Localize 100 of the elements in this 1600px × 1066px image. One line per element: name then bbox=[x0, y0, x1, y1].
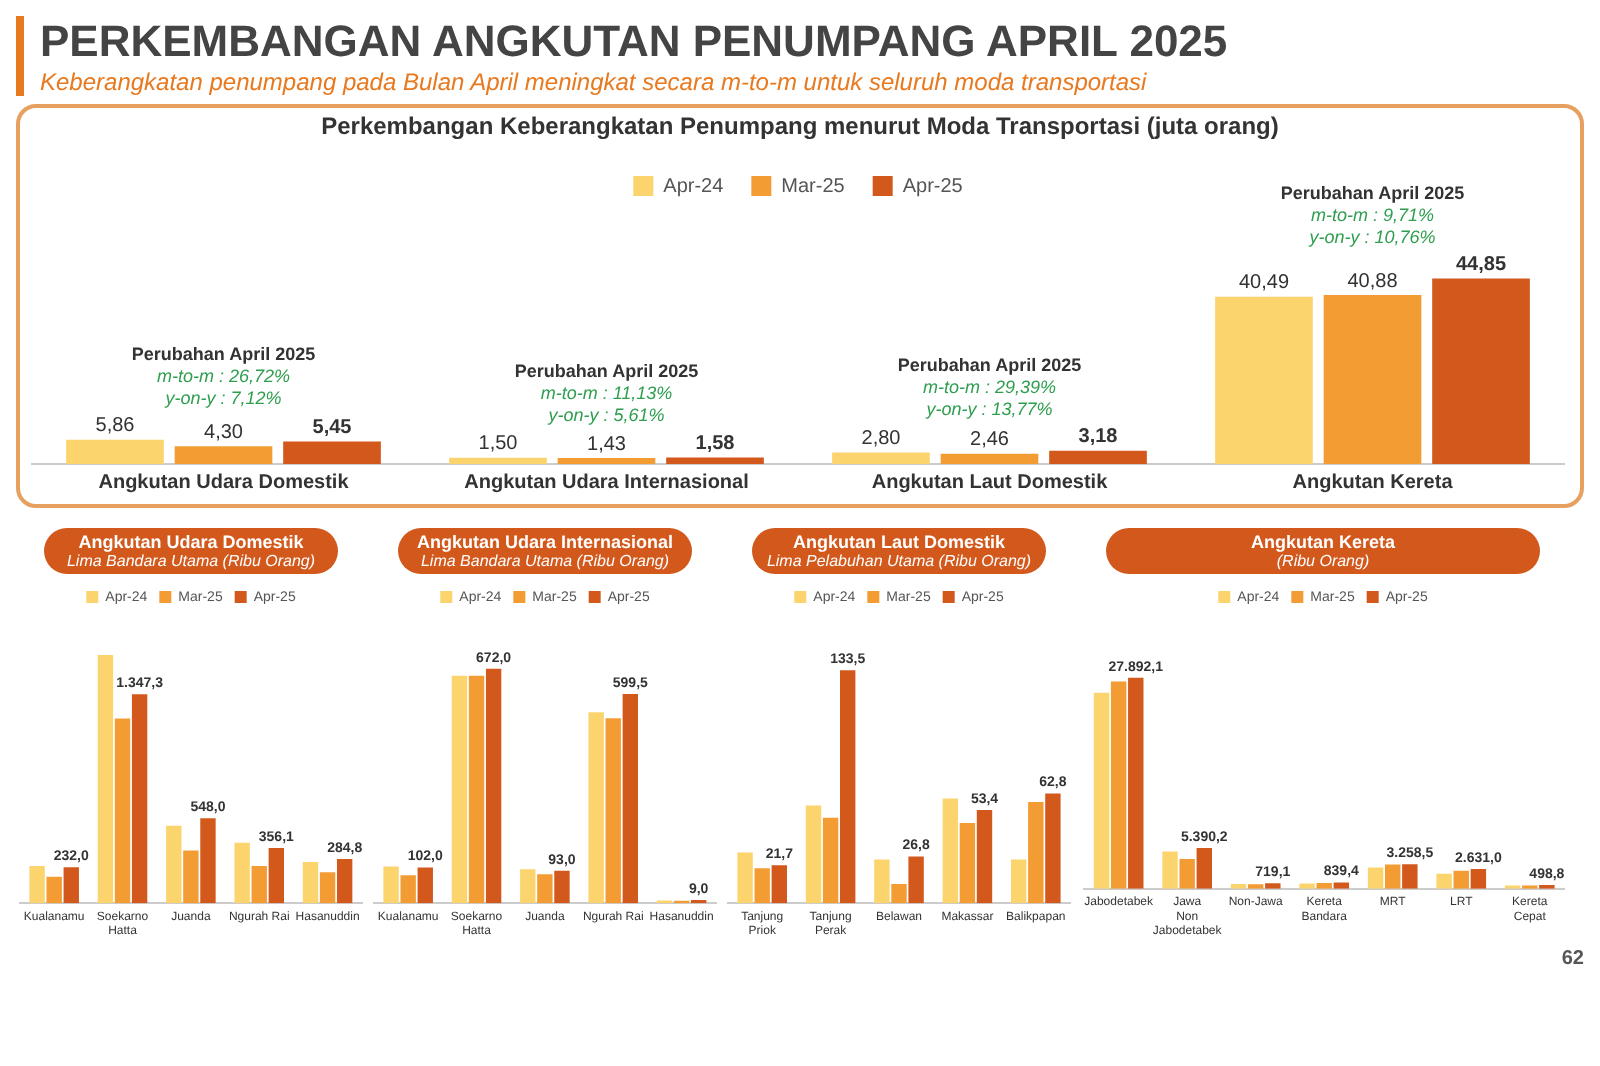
annotation: y-on-y : 7,12% bbox=[163, 387, 282, 408]
bar bbox=[942, 798, 958, 904]
data-label: 1,58 bbox=[695, 432, 736, 455]
bar bbox=[588, 712, 604, 904]
bar bbox=[605, 718, 621, 904]
bar bbox=[251, 865, 267, 904]
data-label: 4,30 bbox=[204, 421, 244, 444]
legend-label: Mar-25 bbox=[781, 175, 846, 198]
bar bbox=[737, 852, 753, 904]
bar bbox=[1367, 867, 1384, 889]
bar bbox=[200, 818, 216, 904]
bar bbox=[63, 867, 79, 904]
bar bbox=[283, 441, 381, 464]
bar bbox=[554, 870, 570, 904]
bar bbox=[874, 859, 890, 904]
bar bbox=[451, 675, 468, 904]
bar bbox=[976, 810, 993, 904]
bar bbox=[1011, 859, 1027, 904]
bar bbox=[1110, 681, 1127, 889]
bar bbox=[1436, 873, 1452, 889]
bar bbox=[805, 805, 822, 904]
data-label: 40,49 bbox=[1238, 272, 1290, 295]
bar bbox=[114, 718, 131, 904]
bar bbox=[468, 675, 485, 904]
bar bbox=[1470, 868, 1487, 889]
bar bbox=[537, 874, 553, 904]
bar bbox=[46, 876, 62, 904]
bar bbox=[1265, 883, 1281, 889]
bar bbox=[1432, 278, 1530, 464]
bar bbox=[1453, 870, 1469, 889]
bar bbox=[183, 850, 199, 904]
data-label: 2,46 bbox=[970, 429, 1010, 452]
bar bbox=[940, 453, 1039, 464]
bar bbox=[66, 439, 164, 464]
chart-subtitle: Lima Pelabuhan Utama (Ribu Orang) bbox=[764, 552, 1034, 570]
bar bbox=[336, 859, 353, 904]
chart-title: Angkutan Udara Internasional bbox=[414, 532, 676, 552]
annotation: m-to-m : 29,39% bbox=[922, 376, 1057, 397]
bar bbox=[166, 825, 182, 904]
chart-subtitle: Lima Bandara Utama (Ribu Orang) bbox=[64, 552, 318, 570]
chart-title: Angkutan Laut Domestik bbox=[790, 532, 1007, 552]
bar bbox=[959, 822, 976, 904]
x-tick-label: Angkutan Udara Internasional bbox=[464, 471, 750, 494]
bar bbox=[97, 655, 114, 904]
x-tick-label: Angkutan Laut Domestik bbox=[871, 471, 1109, 494]
chart-title: PERKEMBANGAN ANGKUTAN PENUMPANG APRIL 2025 bbox=[40, 16, 1230, 68]
chart-title: Angkutan Kereta bbox=[1248, 532, 1397, 552]
bar bbox=[1028, 801, 1044, 904]
annotation: Perubahan April 2025 bbox=[514, 361, 699, 382]
bar bbox=[1385, 864, 1401, 889]
bar bbox=[557, 458, 656, 464]
bar bbox=[268, 847, 284, 904]
data-label: 40,88 bbox=[1347, 270, 1399, 293]
bar bbox=[1333, 882, 1350, 889]
chart-subtitle: Lima Bandara Utama (Ribu Orang) bbox=[418, 552, 672, 570]
text: 62 bbox=[1561, 948, 1584, 970]
bar bbox=[29, 865, 45, 904]
bar bbox=[1128, 677, 1144, 889]
chart-title: Angkutan Udara Domestik bbox=[76, 532, 306, 552]
data-label: 2,80 bbox=[861, 427, 902, 450]
text: Perubahan April 2025 bbox=[1280, 182, 1465, 203]
bar bbox=[1093, 692, 1110, 889]
bar bbox=[1049, 450, 1147, 464]
bar bbox=[771, 865, 787, 904]
bar bbox=[1402, 864, 1418, 889]
bar bbox=[400, 875, 416, 904]
chart-subtitle: Keberangkatan penumpang pada Bulan April meningkat secara m-to-m untuk seluruh moda transportasi bbox=[40, 68, 1149, 96]
bar bbox=[1323, 295, 1422, 464]
bar bbox=[1162, 851, 1178, 889]
bar bbox=[417, 867, 433, 904]
bar bbox=[485, 668, 502, 904]
legend-label: Apr-25 bbox=[902, 175, 964, 198]
bar bbox=[840, 670, 856, 904]
bar bbox=[622, 693, 638, 904]
text: m-to-m : 9,71% bbox=[1310, 204, 1435, 225]
data-label: 3,18 bbox=[1078, 426, 1119, 449]
bar bbox=[1045, 793, 1061, 904]
bar bbox=[908, 856, 924, 904]
x-tick-label: Angkutan Udara Domestik bbox=[98, 471, 350, 494]
annotation: Perubahan April 2025 bbox=[131, 343, 316, 364]
bar bbox=[1215, 296, 1313, 464]
bar bbox=[520, 869, 536, 904]
bar bbox=[131, 694, 148, 904]
data-label: 5,86 bbox=[95, 415, 136, 438]
text: Perkembangan Keberangkatan Penumpang menurut Moda Transportasi (juta orang) bbox=[319, 112, 1281, 140]
bar bbox=[1196, 848, 1212, 889]
bar bbox=[234, 842, 250, 904]
bar bbox=[666, 457, 764, 464]
annotation: y-on-y : 5,61% bbox=[546, 405, 665, 426]
data-label: 44,85 bbox=[1455, 254, 1507, 277]
bar bbox=[1179, 859, 1195, 889]
annotation: m-to-m : 11,13% bbox=[540, 383, 673, 404]
bar bbox=[383, 866, 399, 904]
bar bbox=[891, 884, 907, 904]
bar bbox=[449, 457, 547, 464]
bar bbox=[822, 817, 839, 904]
bar bbox=[319, 872, 336, 904]
annotation: m-to-m : 26,72% bbox=[156, 365, 291, 386]
data-label: 1,50 bbox=[478, 433, 519, 456]
chart-subtitle: (Ribu Orang) bbox=[1274, 552, 1372, 570]
